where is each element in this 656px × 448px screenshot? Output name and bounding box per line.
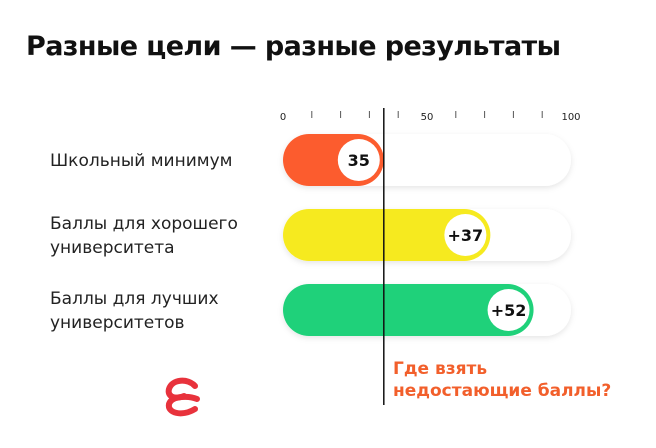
x-axis: 0 50 100 (280, 111, 581, 123)
callout-text: Где взять недостающие баллы? (393, 358, 643, 402)
chart-row: Школьный минимум 35 (50, 134, 571, 186)
category-label: Школьный минимум (50, 151, 232, 171)
tick-label: 100 (561, 112, 580, 123)
bar (283, 284, 534, 336)
tick-label: 0 (280, 112, 286, 123)
data-label: +52 (491, 301, 527, 320)
data-label: 35 (348, 151, 370, 170)
chart-row: Баллы для лучших университетов +52 (50, 284, 571, 336)
chart-rows: Школьный минимум 35 Баллы для хорошего унив… (50, 134, 571, 336)
brand-logo-icon (165, 377, 200, 417)
category-label: Баллы для хорошего университета (50, 214, 238, 258)
callout-line-1: Где взять (393, 359, 488, 379)
value-bubble (337, 139, 380, 181)
tick-label: 50 (421, 112, 434, 123)
callout-line-2: недостающие баллы? (393, 381, 612, 401)
page-title: Разные цели — разные результаты (26, 31, 561, 62)
category-label: Баллы для лучших университетов (50, 289, 219, 333)
value-bubble (487, 289, 530, 331)
bar (283, 209, 491, 261)
data-label: +37 (448, 226, 484, 245)
chart-row: Баллы для хорошего университета +37 (50, 209, 571, 261)
value-bubble (444, 214, 487, 256)
